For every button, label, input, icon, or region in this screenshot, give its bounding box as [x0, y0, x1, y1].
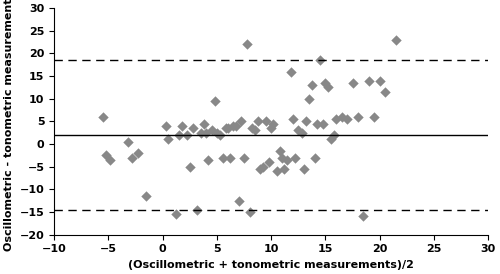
Point — [381, 90, 389, 94]
Point — [370, 115, 378, 119]
Point — [305, 96, 313, 101]
Point — [310, 155, 318, 160]
Point — [200, 121, 208, 126]
Point — [142, 194, 150, 198]
Point — [186, 164, 194, 169]
Point — [237, 119, 245, 124]
Point — [320, 121, 328, 126]
Point — [324, 85, 332, 90]
Point — [313, 121, 321, 126]
Point — [211, 99, 219, 103]
Point — [286, 69, 294, 74]
Point — [234, 198, 242, 203]
Point — [134, 151, 141, 155]
Point — [360, 214, 368, 219]
Point — [213, 130, 221, 135]
Point — [278, 155, 286, 160]
Point — [294, 128, 302, 133]
Point — [267, 126, 275, 130]
Point — [332, 117, 340, 121]
Y-axis label: Oscillometric - tonometric measurements: Oscillometric - tonometric measurements — [4, 0, 14, 251]
Point — [256, 167, 264, 171]
Point — [248, 126, 256, 130]
Point — [354, 115, 362, 119]
Point — [196, 130, 204, 135]
Point — [265, 160, 273, 164]
Point — [254, 119, 262, 124]
Point — [164, 137, 172, 142]
X-axis label: (Oscillometric + tonometric measurements)/2: (Oscillometric + tonometric measurements… — [128, 260, 414, 270]
Point — [272, 169, 280, 173]
Point — [99, 115, 107, 119]
Point — [240, 155, 248, 160]
Point — [316, 58, 324, 62]
Point — [270, 121, 278, 126]
Point — [244, 42, 252, 47]
Point — [338, 115, 345, 119]
Point — [194, 207, 202, 212]
Point — [343, 117, 351, 121]
Point — [229, 124, 237, 128]
Point — [175, 133, 183, 137]
Point — [280, 167, 288, 171]
Point — [202, 130, 210, 135]
Point — [124, 139, 132, 144]
Point — [232, 124, 240, 128]
Point — [392, 38, 400, 42]
Point — [220, 155, 228, 160]
Point — [162, 124, 170, 128]
Point — [226, 155, 234, 160]
Point — [216, 133, 224, 137]
Point — [262, 119, 270, 124]
Point — [376, 78, 384, 83]
Point — [365, 78, 373, 83]
Point — [291, 155, 299, 160]
Point — [178, 124, 186, 128]
Point — [284, 158, 292, 162]
Point — [172, 212, 179, 216]
Point — [348, 81, 356, 85]
Point — [298, 130, 306, 135]
Point — [289, 117, 297, 121]
Point — [204, 158, 212, 162]
Point — [224, 126, 232, 130]
Point — [300, 167, 308, 171]
Point — [276, 149, 284, 153]
Point — [222, 126, 230, 130]
Point — [302, 119, 310, 124]
Point — [246, 210, 254, 214]
Point — [322, 81, 330, 85]
Point — [251, 128, 259, 133]
Point — [330, 133, 338, 137]
Point — [208, 128, 216, 133]
Point — [128, 155, 136, 160]
Point — [106, 158, 114, 162]
Point — [182, 133, 190, 137]
Point — [102, 153, 110, 158]
Point — [189, 126, 197, 130]
Point — [308, 83, 316, 87]
Point — [258, 164, 266, 169]
Point — [327, 137, 335, 142]
